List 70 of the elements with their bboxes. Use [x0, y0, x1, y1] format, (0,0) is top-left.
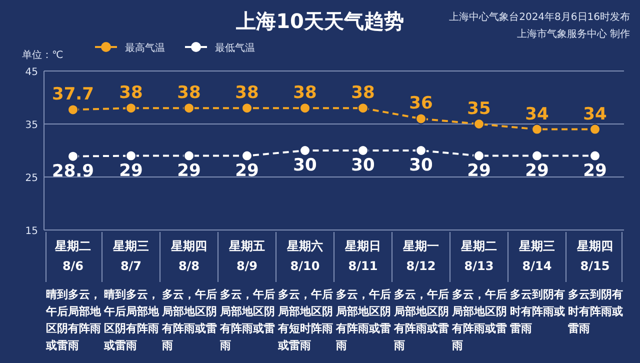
point [416, 145, 426, 156]
point [474, 118, 484, 130]
point [126, 102, 136, 114]
point [68, 104, 78, 116]
text: 多云到阴有时有阵雨或雷雨 [568, 288, 623, 335]
x-tick-label: 星期六 8/10 [286, 239, 323, 273]
point [532, 150, 542, 162]
data-label: 29 [525, 160, 549, 181]
x-tick-label: 星期日 8/11 [344, 239, 381, 273]
x-tick-label: 星期三 8/7 [112, 239, 149, 273]
data-label: 34 [525, 104, 549, 124]
point [590, 150, 600, 162]
data-label: 30 [409, 156, 433, 176]
point [416, 113, 426, 124]
point [358, 145, 368, 156]
point [68, 150, 78, 162]
data-label: 38 [235, 83, 259, 104]
data-label: 37.7 [52, 84, 94, 105]
x-tick-label: 星期二 8/13 [460, 239, 497, 273]
data-label: 30 [293, 156, 317, 176]
y-tick-label: 15 [25, 226, 38, 237]
text: 上海市气象服务中心 制作 [516, 28, 630, 40]
data-label: 29 [177, 160, 201, 181]
chart-title: 上海10天天气趋势 [235, 9, 404, 33]
text: 晴到多云，午后局部地区阴有阵雨或雷雨 [45, 288, 102, 352]
x-tick-label: 星期四 8/15 [576, 239, 613, 273]
y-tick-label: 35 [25, 120, 38, 131]
y-tick-label: 25 [25, 173, 38, 184]
data-label: 34 [583, 104, 607, 124]
data-label: 29 [467, 160, 491, 181]
point [242, 102, 252, 114]
data-label: 38 [293, 83, 317, 104]
text: 晴到多云，午后局部地区阴有阵雨或雷雨 [103, 288, 160, 352]
data-label: 36 [409, 94, 433, 114]
data-label: 29 [119, 160, 143, 181]
point [300, 145, 310, 156]
x-tick-label: 星期一 8/12 [402, 239, 439, 273]
text: 上海中心气象台2024年8月6日16时发布 [449, 11, 630, 23]
point [474, 150, 484, 162]
point [242, 150, 252, 162]
point [184, 102, 194, 114]
data-label: 35 [467, 99, 491, 119]
point [590, 124, 600, 135]
data-label: 38 [119, 83, 143, 104]
x-tick-label: 星期四 8/8 [170, 239, 207, 273]
text: 多云，午后局部地区阴有阵雨或雷雨 [393, 288, 449, 352]
x-tick-label: 星期五 8/9 [228, 239, 265, 273]
text: 多云，午后局部地区阴有阵雨或雷雨 [161, 288, 217, 352]
data-label: 29 [235, 160, 259, 181]
point [300, 102, 310, 114]
x-tick-label: 星期二 8/6 [54, 239, 91, 273]
text: 多云，午后局部地区阴有阵雨或雷雨 [219, 288, 275, 352]
text: 多云，午后局部地区阴有短时阵雨或雷雨 [277, 288, 333, 352]
y-axis-title: 单位：℃ [22, 49, 64, 61]
x-tick-label: 星期三 8/14 [518, 239, 555, 273]
point [126, 150, 136, 162]
point [532, 124, 542, 135]
text: 多云，午后局部地区阴有阵雨或雷雨 [335, 288, 391, 352]
data-label: 30 [351, 156, 375, 176]
data-label: 29 [583, 160, 607, 181]
data-label: 28.9 [52, 161, 94, 182]
legend-label: 最低气温 [215, 42, 255, 54]
data-label: 38 [177, 83, 201, 104]
point [184, 150, 194, 162]
data-label: 38 [351, 83, 375, 104]
text: 多云到阴有时有阵雨或雷雨 [510, 288, 565, 335]
legend-label: 最高气温 [125, 42, 165, 54]
point [358, 102, 368, 114]
text: 多云，午后局部地区阴有阵雨或雷雨 [451, 288, 507, 352]
y-tick-label: 45 [25, 67, 38, 78]
